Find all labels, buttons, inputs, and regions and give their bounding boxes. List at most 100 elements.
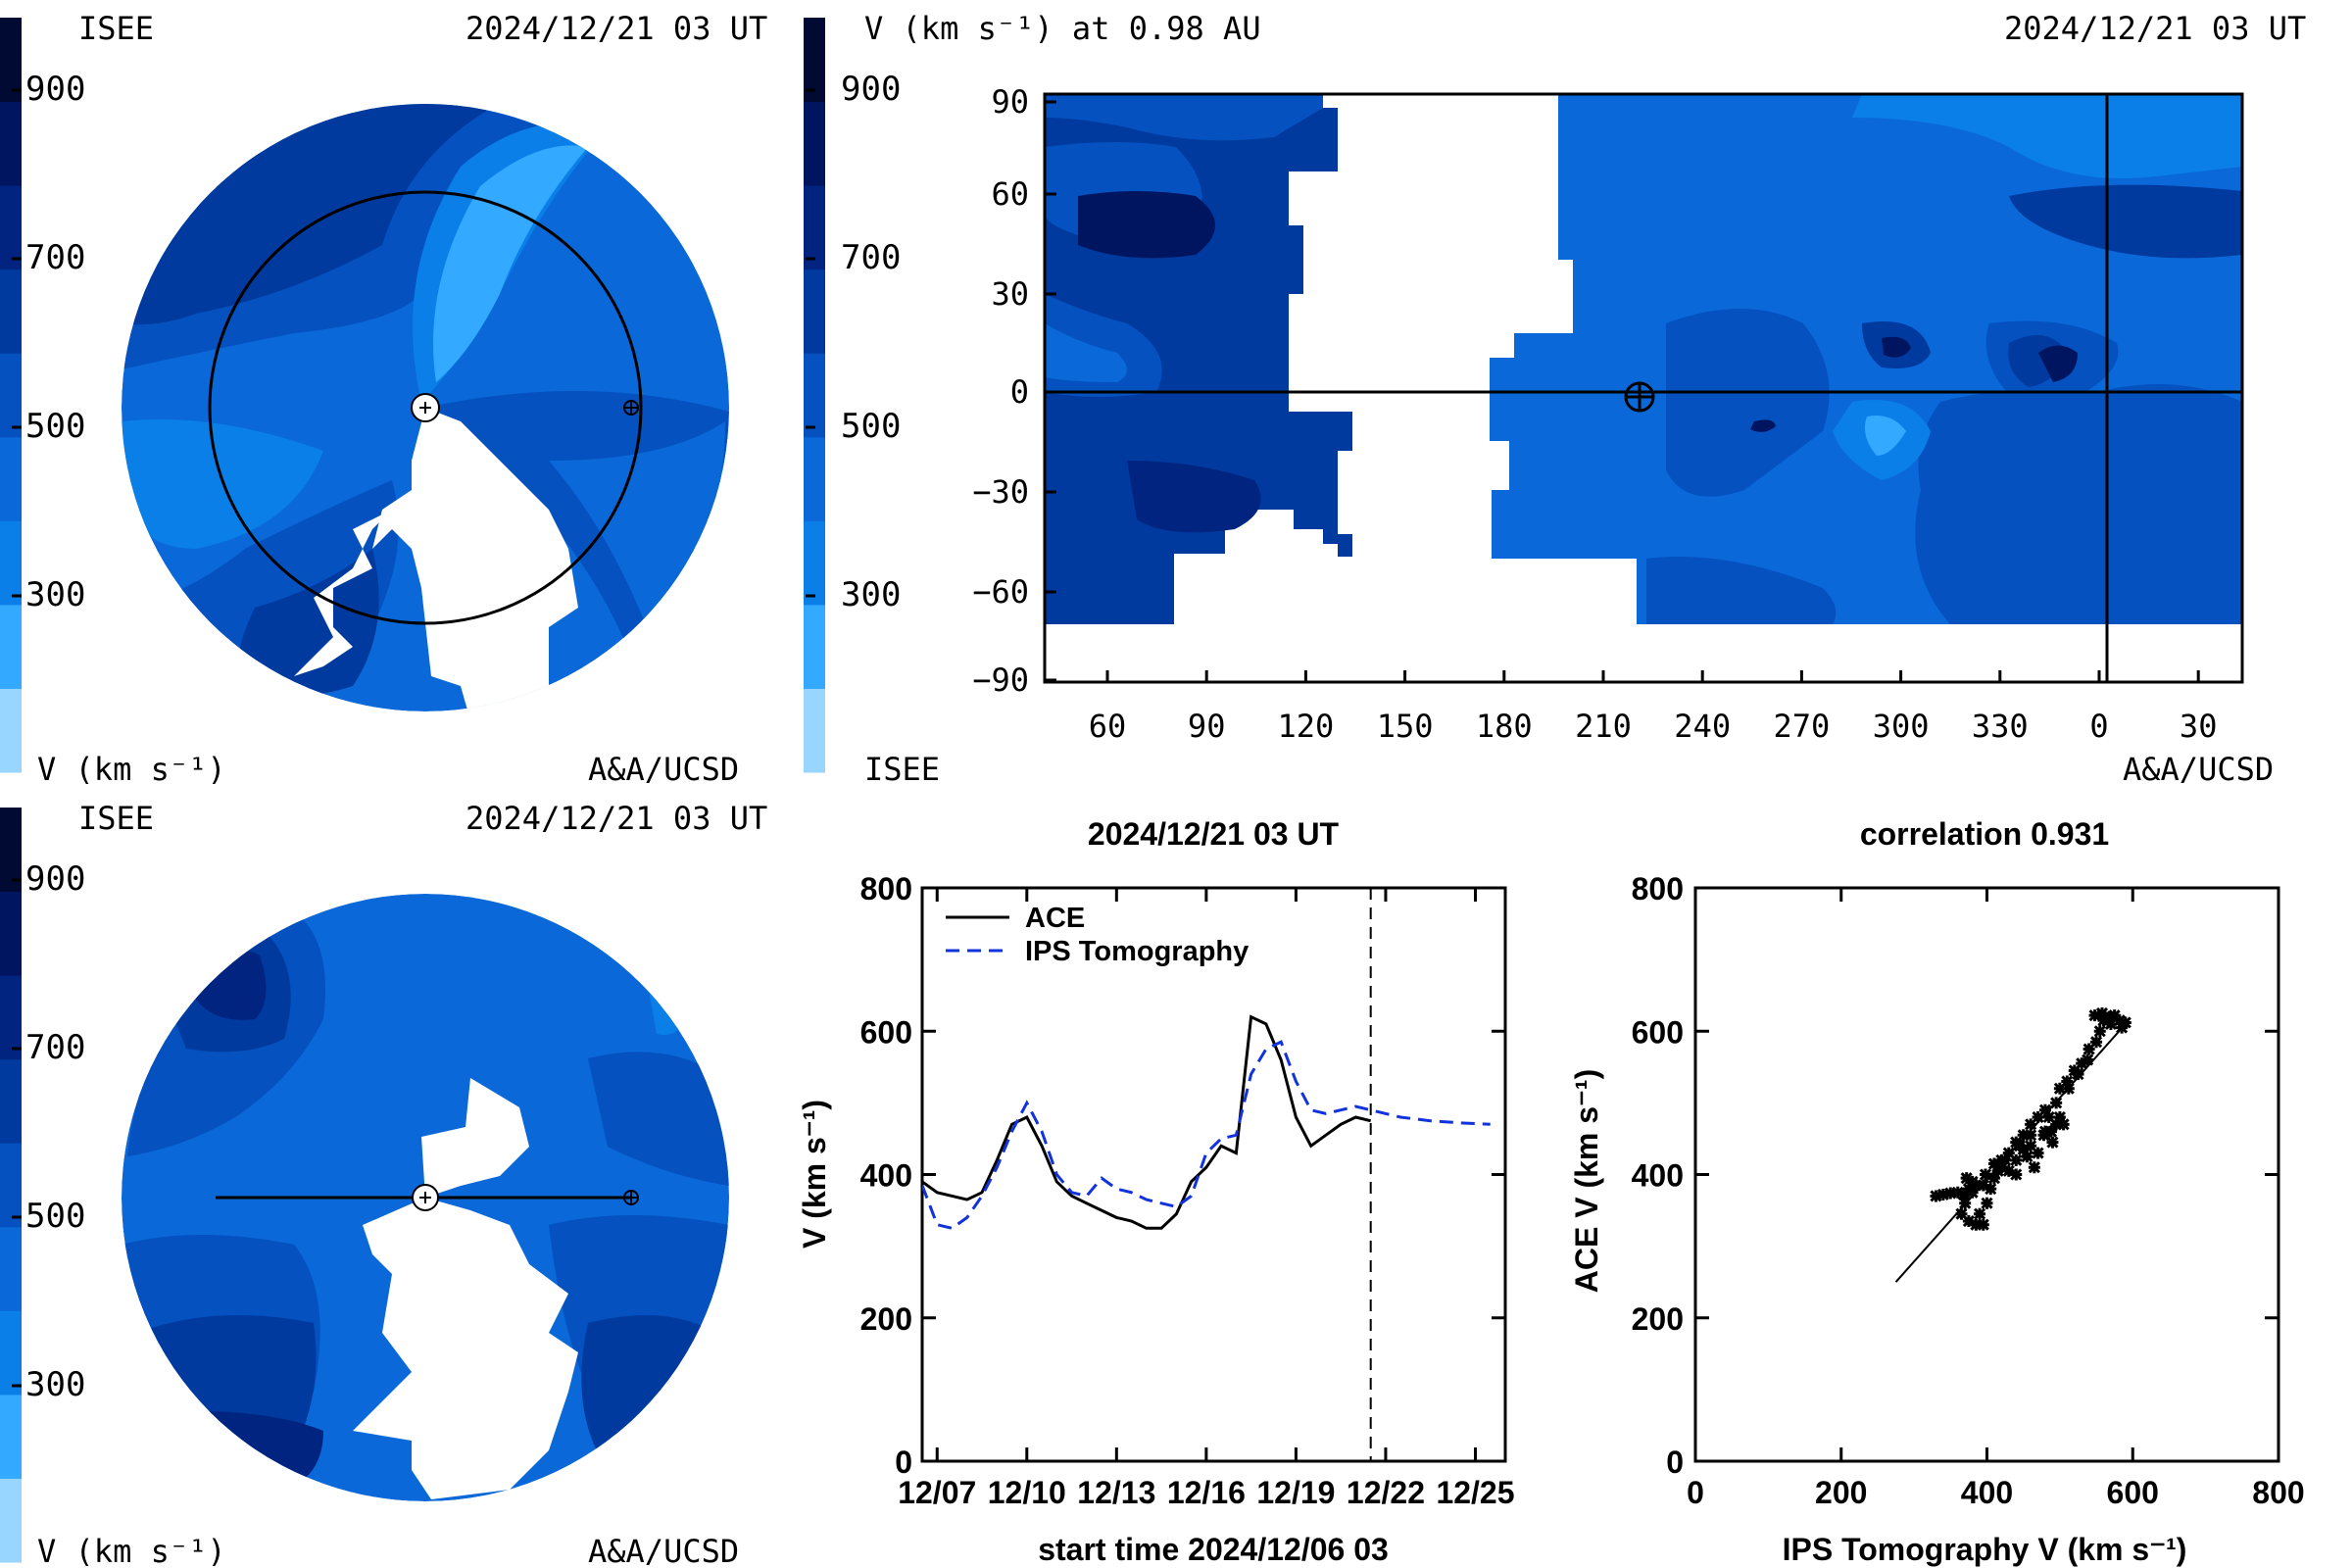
colorbar-ticks: 900 700 500 300 <box>12 70 85 614</box>
time-series-lines <box>922 1014 1491 1230</box>
colorbar-band <box>0 1143 22 1228</box>
colorbar-band <box>804 18 825 103</box>
map-y-tick-label: −90 <box>972 662 1029 699</box>
panel-timestamp: 2024/12/21 03 UT <box>466 800 767 837</box>
scatter-point <box>2093 1025 2106 1038</box>
scatter-point <box>1962 1214 1975 1228</box>
scatter-point <box>1991 1164 2004 1177</box>
scatter-point <box>1977 1218 1989 1231</box>
x-tick-label: 12/19 <box>1256 1475 1335 1510</box>
colorbar-ticks: 900 700 500 300 <box>806 70 901 614</box>
scatter-point <box>2057 1118 2070 1131</box>
y-tick-label: 400 <box>860 1158 912 1194</box>
map-x-tick-label: 180 <box>1476 708 1533 745</box>
scatter-point <box>2038 1125 2052 1138</box>
colorbar-band <box>0 1058 22 1144</box>
scatter-point <box>2104 1017 2118 1031</box>
scatter-point <box>2053 1110 2066 1124</box>
colorbar-band <box>0 1310 22 1396</box>
colorbar-band <box>804 436 825 521</box>
map-x-tick-label: 90 <box>1188 708 1226 745</box>
scatter-point <box>2032 1110 2044 1124</box>
y-tick-label: 600 <box>860 1014 912 1050</box>
x-tick-label: 12/07 <box>898 1475 976 1510</box>
scatter-point <box>1944 1187 1957 1200</box>
colorbar-bands <box>0 808 22 1563</box>
scatter-point <box>2046 1136 2059 1149</box>
scatter-point <box>2021 1151 2034 1163</box>
colorbar-band <box>804 520 825 606</box>
scatter-point <box>2010 1168 2023 1181</box>
scatter-point <box>1957 1188 1970 1201</box>
y-tick-label: 0 <box>895 1445 912 1480</box>
colorbar-tick-500: 500 <box>841 407 901 446</box>
colorbar-tick-300: 300 <box>841 575 901 614</box>
scatter-point <box>1966 1186 1979 1199</box>
map-y-tick-label: −60 <box>972 573 1029 611</box>
colorbar-band <box>0 688 22 773</box>
colorbar-band <box>0 185 22 270</box>
y-tick-label: 200 <box>1632 1301 1684 1337</box>
x-axis-label: IPS Tomography V (km s⁻¹) <box>1783 1532 2187 1567</box>
scatter-point <box>1999 1153 2012 1166</box>
scatter-point <box>2025 1129 2037 1142</box>
colorbar-bands <box>0 18 22 773</box>
y-tick-label: 800 <box>860 871 912 906</box>
map-x-tick-label: 210 <box>1575 708 1632 745</box>
time-series-chart: 2024/12/21 03 UT 0 200 400 600 800 12/07 12/10… <box>797 816 1515 1567</box>
legend-label: IPS Tomography <box>1025 936 1249 967</box>
scatter-point <box>2028 1161 2040 1174</box>
colorbar-band <box>0 891 22 976</box>
scatter-point <box>2013 1140 2027 1152</box>
scatter-points <box>1930 1006 2132 1231</box>
colorbar-band <box>804 353 825 438</box>
colorbar-bottom-left: 900 700 500 300 <box>0 808 85 1563</box>
scatter-point <box>2113 1014 2126 1027</box>
time-series-axes: 0 200 400 600 800 12/07 12/10 12/13 12/16 12/19 12… <box>860 871 1515 1510</box>
colorbar-band <box>0 1394 22 1479</box>
earth-orbit-circle <box>208 190 643 625</box>
x-tick-label: 600 <box>2107 1475 2159 1510</box>
correlation-scatter: correlation 0.931 0 200 400 600 800 0 200 400 60… <box>1569 816 2305 1567</box>
scatter-point <box>2025 1118 2037 1131</box>
x-tick-label: 200 <box>1815 1475 1867 1510</box>
x-tick-label: 12/25 <box>1436 1475 1514 1510</box>
scatter-point <box>2082 1043 2095 1055</box>
colorbar-band <box>0 436 22 521</box>
colorbar-band <box>0 808 22 893</box>
map-x-tick-label: 0 <box>2089 708 2108 745</box>
colorbar-band <box>0 604 22 689</box>
scatter-point <box>1977 1179 1989 1192</box>
scatter-point <box>2076 1057 2088 1070</box>
scatter-point <box>1955 1207 1968 1220</box>
colorbar-top-left: 900 700 500 300 <box>0 18 85 773</box>
map-y-tick-label: 0 <box>1010 373 1029 411</box>
x-tick-label: 12/16 <box>1167 1475 1246 1510</box>
scatter-point <box>2002 1164 2015 1177</box>
colorbar-band <box>804 101 825 186</box>
map-x-tick-label: 150 <box>1377 708 1434 745</box>
colorbar-ticks: 900 700 500 300 <box>12 859 85 1404</box>
colorbar-tick-700: 700 <box>25 238 85 277</box>
credit-label: A&A/UCSD <box>588 751 739 788</box>
scatter-point <box>1959 1197 1972 1209</box>
colorbar-tick-900: 900 <box>25 859 85 899</box>
y-tick-label: 0 <box>1666 1445 1684 1480</box>
map-x-tick-label: 270 <box>1774 708 1831 745</box>
colorbar-tick-900: 900 <box>841 70 901 109</box>
map-y-tick-label: 30 <box>991 275 1029 313</box>
y-tick-label: 400 <box>1632 1158 1684 1194</box>
scatter-point <box>1987 1172 2001 1185</box>
credit-label: A&A/UCSD <box>2123 751 2274 788</box>
colorbar-band <box>0 975 22 1060</box>
scatter-point <box>1936 1188 1949 1201</box>
y-axis-label: V (km s⁻¹) <box>797 1100 832 1249</box>
colorbar-band <box>0 353 22 438</box>
map-timestamp: 2024/12/21 03 UT <box>2004 10 2306 47</box>
scatter-point <box>1979 1168 1992 1181</box>
synoptic-velocity-map <box>1045 94 2242 682</box>
scatter-point <box>2025 1140 2037 1152</box>
plot-frame <box>920 886 1507 1463</box>
x-tick-label: 12/22 <box>1347 1475 1425 1510</box>
